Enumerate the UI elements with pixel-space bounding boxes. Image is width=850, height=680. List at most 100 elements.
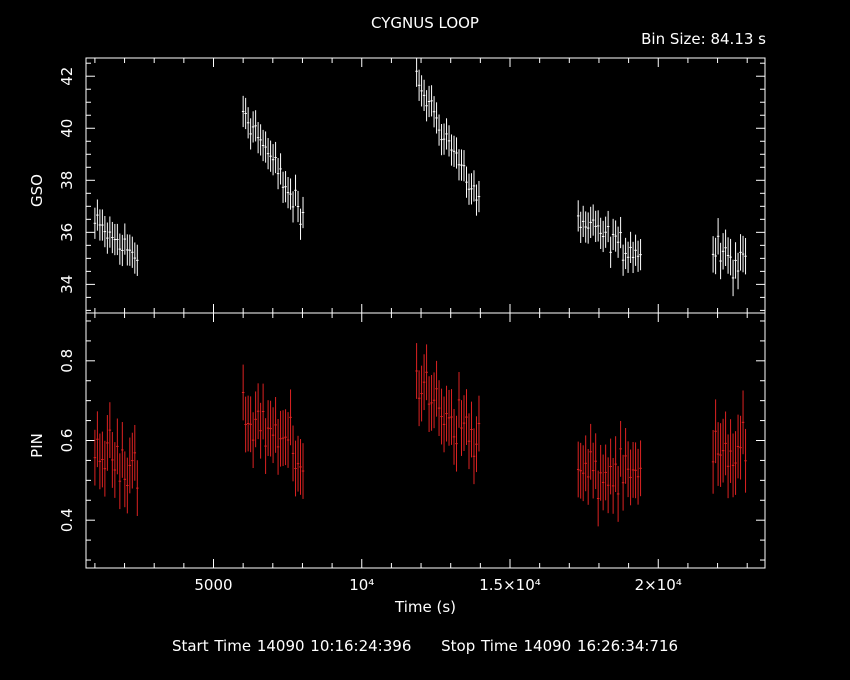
data-point xyxy=(271,407,275,464)
data-point xyxy=(604,216,607,248)
stop-time-label: Stop Time 14090 16:26:34:716 xyxy=(441,637,679,655)
data-point xyxy=(106,222,109,254)
data-point xyxy=(422,354,426,411)
data-point xyxy=(450,134,453,166)
data-point xyxy=(254,391,257,448)
data-point xyxy=(299,439,302,495)
data-point xyxy=(629,449,632,506)
data-point xyxy=(609,236,612,268)
data-point xyxy=(447,125,451,157)
data-point xyxy=(719,423,722,487)
data-point xyxy=(98,209,102,241)
data-point xyxy=(108,402,112,458)
data-point xyxy=(440,124,443,156)
data-point xyxy=(579,211,582,243)
data-point xyxy=(276,419,280,475)
data-point xyxy=(284,409,287,466)
data-point xyxy=(611,218,615,251)
data-point xyxy=(601,220,605,253)
data-point xyxy=(106,415,109,471)
y-tick-label: 0.6 xyxy=(58,429,76,453)
data-point xyxy=(249,396,252,453)
data-point xyxy=(609,438,612,495)
data-point xyxy=(417,370,421,427)
data-point xyxy=(254,110,257,142)
data-point xyxy=(111,432,114,488)
data-point xyxy=(601,454,605,511)
data-point xyxy=(111,221,114,254)
data-point xyxy=(113,442,117,498)
data-point xyxy=(726,434,730,499)
data-point xyxy=(116,418,119,475)
bin-size-label: Bin Size: 84.13 s xyxy=(641,30,766,48)
data-point xyxy=(244,396,247,453)
y-axis-label-gso: GSO xyxy=(28,174,46,207)
data-point xyxy=(616,466,620,522)
data-point xyxy=(619,216,622,249)
data-point xyxy=(457,149,461,181)
chart-title: CYGNUS LOOP xyxy=(371,14,479,32)
data-point xyxy=(452,408,456,465)
data-point xyxy=(714,399,717,464)
data-point xyxy=(624,237,627,270)
y-axis-label-pin: PIN xyxy=(28,433,46,458)
data-point xyxy=(296,435,300,492)
data-point xyxy=(467,413,471,470)
data-point xyxy=(716,218,720,255)
panel-frame-pin xyxy=(85,312,766,569)
x-axis-label: Time (s) xyxy=(394,598,456,616)
data-point xyxy=(599,217,602,249)
data-point xyxy=(634,234,637,266)
data-point xyxy=(284,171,287,203)
data-point xyxy=(435,102,438,134)
data-point xyxy=(422,79,426,111)
data-point xyxy=(736,414,740,479)
data-point xyxy=(128,234,132,266)
data-point xyxy=(427,85,431,118)
data-point xyxy=(121,234,124,267)
data-point xyxy=(126,234,129,266)
data-point xyxy=(264,418,267,474)
data-point xyxy=(594,210,597,243)
data-point xyxy=(430,374,433,431)
data-point xyxy=(136,244,139,276)
data-point xyxy=(301,443,305,499)
y-tick-label: 42 xyxy=(58,67,76,86)
data-point xyxy=(470,173,473,205)
data-point xyxy=(279,410,282,467)
data-point xyxy=(584,211,587,243)
data-point xyxy=(291,425,295,482)
data-point xyxy=(101,431,104,488)
panel-frame-gso xyxy=(85,57,766,314)
data-point xyxy=(425,344,428,401)
data-point xyxy=(445,385,448,442)
data-point xyxy=(435,360,438,417)
data-point xyxy=(472,170,476,202)
data-point xyxy=(467,173,471,205)
data-point xyxy=(450,389,453,445)
data-point xyxy=(299,208,302,240)
data-point xyxy=(639,239,642,271)
data-point xyxy=(276,158,280,190)
data-point xyxy=(415,58,418,87)
data-point xyxy=(741,235,745,273)
data-point xyxy=(729,238,732,276)
data-point xyxy=(415,343,418,399)
data-point xyxy=(123,223,127,255)
data-point xyxy=(259,124,262,156)
data-point xyxy=(445,118,448,150)
data-point xyxy=(726,237,730,274)
data-point xyxy=(576,441,580,498)
data-point xyxy=(452,135,456,167)
data-point xyxy=(739,234,742,271)
x-tick-label: 5000 xyxy=(194,576,232,594)
data-point xyxy=(719,242,722,280)
data-point xyxy=(455,415,458,472)
data-point xyxy=(128,437,132,494)
data-point xyxy=(621,244,625,276)
data-point xyxy=(470,401,473,458)
data-point xyxy=(116,223,119,256)
data-point xyxy=(465,389,468,445)
x-tick-label: 1.5×10⁴ xyxy=(479,576,541,594)
data-point xyxy=(256,122,260,154)
